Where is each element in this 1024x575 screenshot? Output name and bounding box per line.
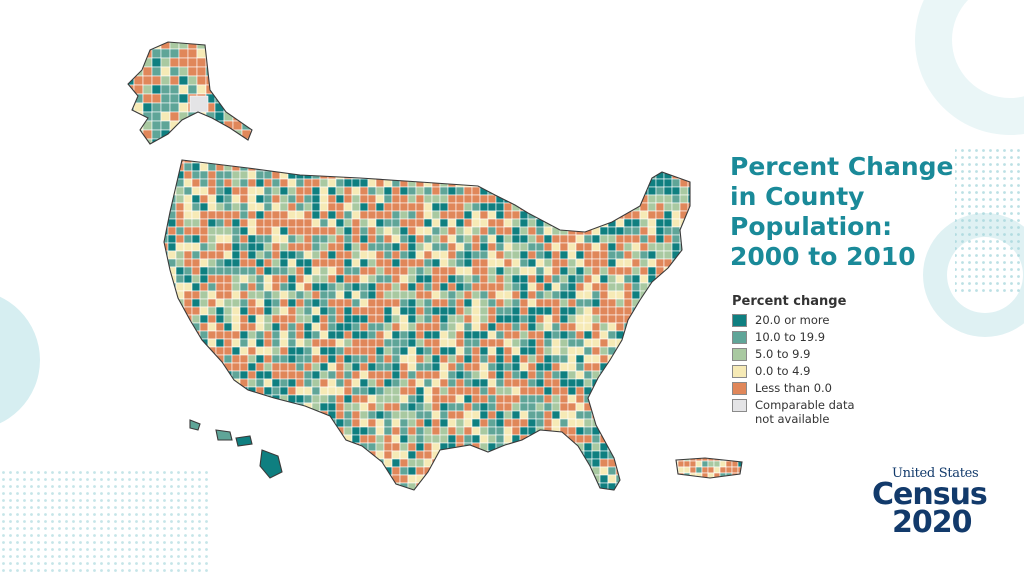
- legend-swatch: [732, 348, 747, 361]
- legend-item: 10.0 to 19.9: [732, 330, 932, 344]
- legend-label: 5.0 to 9.9: [755, 347, 811, 361]
- legend-title: Percent change: [732, 294, 847, 309]
- legend-item: 0.0 to 4.9: [732, 364, 932, 378]
- legend-label: 0.0 to 4.9: [755, 364, 811, 378]
- logo-year: 2020: [892, 505, 973, 540]
- logo-census: Census: [872, 477, 988, 512]
- legend-swatch: [732, 399, 747, 412]
- map-title: Percent Change in County Population: 200…: [730, 152, 980, 272]
- legend-item: Comparable data not available: [732, 398, 932, 426]
- legend-item: 20.0 or more: [732, 313, 932, 327]
- legend-item: Less than 0.0: [732, 381, 932, 395]
- logo-united-states: United States: [892, 466, 979, 481]
- legend-label: 10.0 to 19.9: [755, 330, 826, 344]
- legend-label: 20.0 or more: [755, 313, 830, 327]
- legend-swatch: [732, 314, 747, 327]
- title-line: 2000 to 2010: [730, 242, 916, 271]
- legend-swatch: [732, 382, 747, 395]
- legend-label: Less than 0.0: [755, 381, 832, 395]
- legend-swatch: [732, 365, 747, 378]
- legend-label: Comparable data not available: [755, 398, 855, 426]
- title-line: Percent Change: [730, 152, 954, 181]
- legend-swatch: [732, 331, 747, 344]
- census-2020-logo: United States Census 2020: [872, 466, 992, 540]
- map-legend: Percent change 20.0 or more 10.0 to 19.9…: [732, 294, 932, 429]
- title-line: Population:: [730, 212, 893, 241]
- title-line: in County: [730, 182, 865, 211]
- legend-item: 5.0 to 9.9: [732, 347, 932, 361]
